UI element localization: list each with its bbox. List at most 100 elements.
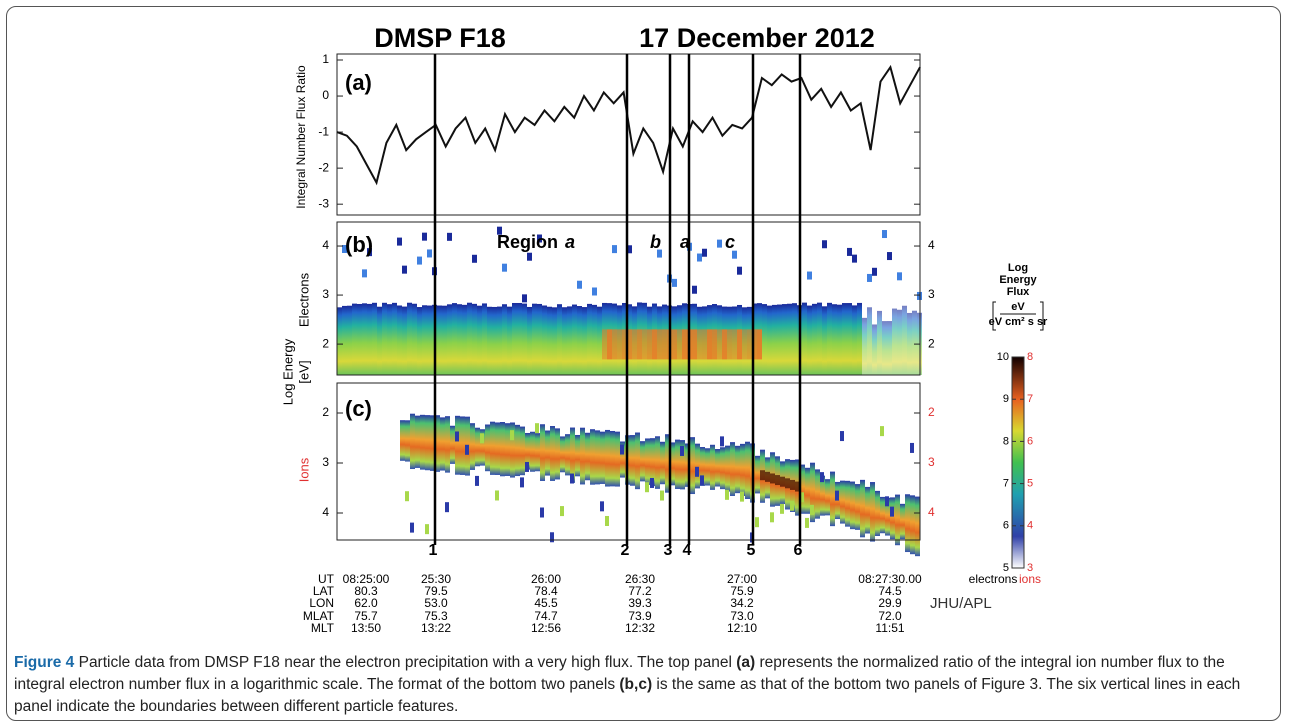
caption: Figure 4 Particle data from DMSP F18 nea… [14,652,1276,718]
spectrogram-cell [342,244,347,253]
spectrogram-cell [425,415,430,471]
spectrogram-cell [867,307,872,375]
spectrogram-cell [695,466,699,477]
spectrogram-cell [400,420,405,461]
spectrogram-cell [460,416,465,475]
spectrogram-cell [780,476,785,487]
spectrogram-cell [507,306,512,375]
spectrogram-cell [760,470,765,481]
spectrogram-cell [680,440,685,490]
y-tick-label: 2 [928,336,935,350]
ephemeris-value: 25:30 [421,572,451,586]
ephemeris-value: 80.3 [354,584,378,598]
spectrogram-cell [630,435,635,486]
spectrogram-cell [860,479,865,538]
colorbar-tick-label: 7 [1003,478,1009,490]
colorbar-unit: eV cm² s sr [989,316,1048,328]
spectrogram-cell [730,442,735,496]
spectrogram-cell [617,329,622,360]
spectrogram-cell [565,434,570,476]
spectrogram-cell [752,329,757,360]
y-axis-label: Log Energy [280,338,295,405]
spectrogram-cell [585,432,590,481]
spectrogram-cell [522,294,527,303]
spectrogram-cell [757,329,762,360]
row-label: MLT [311,621,335,635]
spectrogram-cell [447,232,452,241]
spectrogram-cell [677,329,682,360]
spectrogram-cell [740,443,745,496]
spectrogram-cell [807,305,812,375]
spectrogram-cell [790,500,794,511]
caption-label: Figure 4 [14,654,75,671]
colorbar-tick-label: 9 [1003,393,1009,405]
spectrogram-cell [770,512,774,523]
colorbar-tick-label: 3 [1027,562,1033,574]
spectrogram-cell [802,302,807,375]
spectrogram-cell [897,309,902,375]
spectrogram-cell [455,431,459,442]
spectrogram-cell [865,486,870,534]
ephemeris-value: 62.0 [354,596,378,610]
colorbar-tick-label: 6 [1003,520,1009,532]
spectrogram-cell [892,308,897,375]
spectrogram-cell [435,415,440,472]
spectrogram-cell [570,427,575,483]
spectrogram-cell [692,329,697,360]
ephemeris-value: 77.2 [628,584,652,598]
spectrogram-cell [690,437,695,495]
ephemeris-value: 73.9 [628,609,652,623]
spectrogram-cell [402,306,407,375]
colorbar-tick-label: 10 [997,351,1009,363]
ephemeris-value: 34.2 [730,596,754,610]
spectrogram-cell [840,431,844,442]
y-tick-label: 2 [322,336,329,350]
spectrogram-cell [610,430,615,487]
spectrogram-cell [482,303,487,375]
spectrogram-cell [855,484,860,530]
colorbar-title: Flux [1007,286,1030,298]
spectrogram-cell [572,304,577,375]
spectrogram-cell [725,489,729,500]
y-axis-label: Integral Number Flux Ratio [294,65,308,209]
spectrogram-cell [412,303,417,375]
spectrogram-cell [427,305,432,375]
title-left: DMSP F18 [374,23,506,53]
ephemeris-value: 75.3 [424,609,448,623]
panel-label: (a) [345,70,372,95]
spectrogram-cell [357,303,362,375]
spectrogram-cell [415,415,420,468]
spectrogram-cell [537,234,542,243]
spectrogram-cell [382,302,387,375]
spectrogram-cell [697,253,702,262]
caption-text: (b,c) [619,676,653,693]
spectrogram-cell [587,303,592,375]
boundary-label: 4 [683,542,692,559]
y-tick-label: -2 [318,160,329,174]
spectrogram-cell [420,414,425,470]
spectrogram-cell [560,436,565,473]
caption-text: represents the normalized ratio of the i… [14,654,1225,693]
spectrogram-cell [470,423,475,470]
spectrogram-cell [442,305,447,375]
spectrogram-cell [527,252,532,261]
colorbar-tick-label: 5 [1027,478,1033,490]
y-tick-label: 3 [322,287,329,301]
spectrogram-cell [850,481,855,530]
spectrogram-cell [607,329,612,360]
spectrogram-cell [480,429,485,466]
spectrogram-cell [472,254,477,263]
spectrogram-cell [592,287,597,296]
spectrogram-cell [732,329,737,360]
spectrogram-cell [545,430,550,476]
spectrogram-cell [622,329,627,360]
spectrogram-cell [462,304,467,375]
boundary-label: 2 [621,542,630,559]
colorbar-tick-label: 4 [1027,520,1033,532]
spectrogram-cell [437,305,442,375]
caption-text: (a) [736,654,756,671]
spectrogram-cell [362,303,367,375]
row-label: MLAT [303,609,335,623]
spectrogram-cell [702,248,707,257]
spectrogram-cell [835,490,839,501]
